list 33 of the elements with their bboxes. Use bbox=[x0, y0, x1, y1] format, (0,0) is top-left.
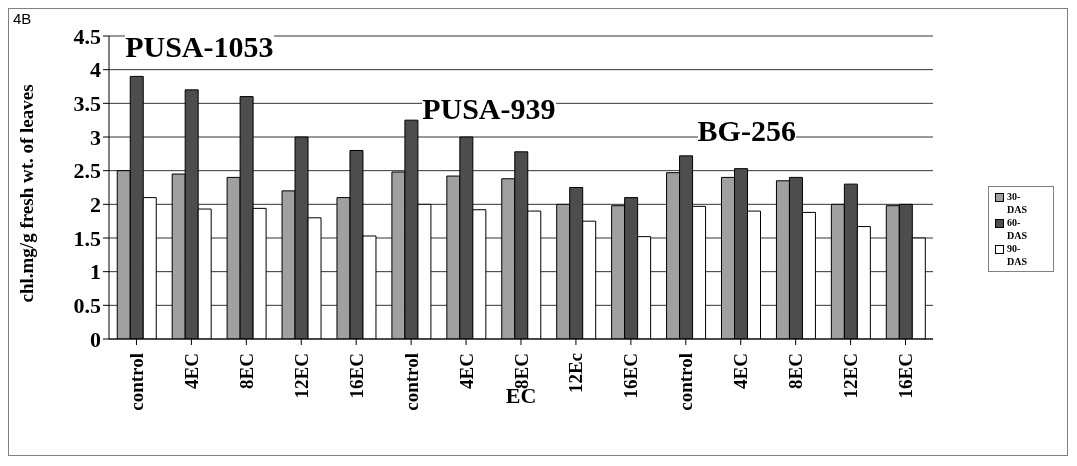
x-tick-label: 8EC bbox=[510, 353, 532, 389]
x-tick-label: 8EC bbox=[785, 353, 807, 389]
annotation: BG-256 bbox=[697, 114, 796, 147]
x-tick-label: 4EC bbox=[455, 353, 477, 389]
legend-label: 60-DAS bbox=[1007, 216, 1028, 242]
x-tick-label: 4EC bbox=[180, 353, 202, 389]
x-tick-label: 8EC bbox=[235, 353, 257, 389]
y-tick-label: 2.5 bbox=[73, 158, 101, 184]
y-tick-label: 1.5 bbox=[73, 225, 101, 251]
y-tick-label: 3 bbox=[90, 124, 101, 150]
y-tick-label: 0.5 bbox=[73, 293, 101, 319]
legend-label: 30-DAS bbox=[1007, 190, 1028, 216]
x-tick-label: control bbox=[400, 353, 422, 411]
x-tick-label: control bbox=[675, 353, 697, 411]
x-tick-label: 16EC bbox=[895, 353, 917, 399]
y-tick-label: 1 bbox=[90, 259, 101, 285]
y-axis-title: chl.mg/g fresh wt. of leaves bbox=[15, 84, 37, 303]
legend-label: 90-DAS bbox=[1007, 242, 1028, 268]
y-tick-label: 2 bbox=[90, 192, 101, 218]
x-tick-label: 16EC bbox=[620, 353, 642, 399]
y-tick-label: 0 bbox=[90, 326, 101, 352]
y-tick-label: 4 bbox=[90, 57, 101, 83]
y-tick-label: 3.5 bbox=[73, 91, 101, 117]
x-tick-label: 4EC bbox=[730, 353, 752, 389]
annotation: PUSA-1053 bbox=[125, 30, 274, 63]
annotation: PUSA-939 bbox=[422, 92, 556, 125]
x-tick-label: 12EC bbox=[840, 353, 862, 399]
y-tick-label: 4.5 bbox=[73, 23, 101, 49]
text: 4B bbox=[13, 10, 32, 27]
x-tick-label: 12Ec bbox=[565, 353, 587, 394]
x-tick-label: 16EC bbox=[345, 353, 367, 399]
x-tick-label: 12EC bbox=[290, 353, 312, 399]
x-tick-label: control bbox=[125, 353, 147, 411]
